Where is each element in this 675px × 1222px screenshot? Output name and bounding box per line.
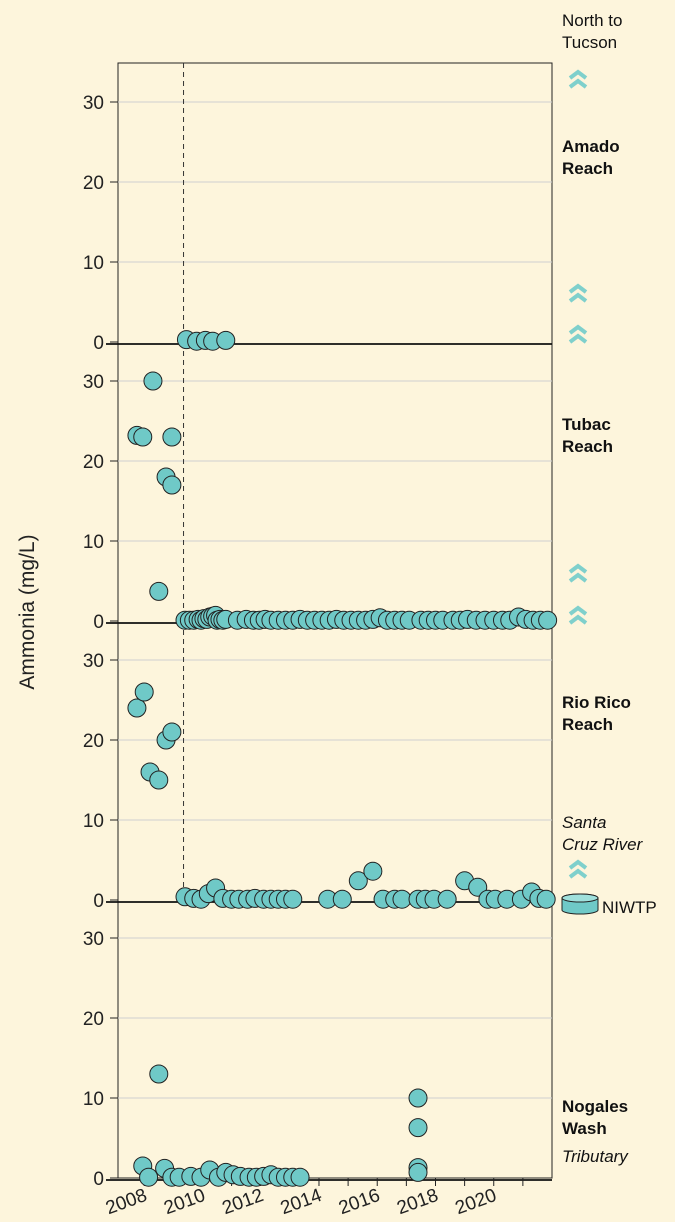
- data-point: [290, 1167, 310, 1187]
- x-tick-label: 2010: [161, 1185, 208, 1219]
- data-point: [283, 889, 303, 909]
- data-point: [408, 1162, 428, 1182]
- y-tick-label: 10: [83, 532, 104, 553]
- data-point: [162, 475, 182, 495]
- y-tick-label: 20: [83, 173, 104, 194]
- x-tick-label: 2012: [220, 1185, 267, 1219]
- y-tick-label: 10: [83, 253, 104, 274]
- niwtp-label: NIWTP: [602, 898, 657, 917]
- data-point: [216, 330, 236, 350]
- labels: 0 10 20 30 0 10 20 30 0 10 20 30 0 10 20 30 2008 2010 2012…: [16, 11, 657, 1219]
- x-tick-label: 2014: [278, 1185, 325, 1219]
- data-point: [149, 770, 169, 790]
- river-label: Santa Cruz River: [562, 813, 644, 854]
- data-point: [162, 722, 182, 742]
- y-tick-label: 30: [83, 372, 104, 393]
- y-tick-label: 0: [93, 891, 104, 912]
- data-point: [149, 1064, 169, 1084]
- y-tick-label: 0: [93, 333, 104, 354]
- y-tick-label: 30: [83, 651, 104, 672]
- flow-chevron-icon: [568, 563, 588, 583]
- data-point: [133, 427, 153, 447]
- reach-label-rio-rico: Rio Rico Reach: [562, 693, 631, 734]
- data-point: [348, 871, 368, 891]
- data-point: [332, 889, 352, 909]
- y-tick-label: 10: [83, 1089, 104, 1110]
- data-point: [536, 889, 556, 909]
- data-point: [437, 889, 457, 909]
- x-tick-label: 2020: [453, 1185, 500, 1219]
- tributary-label: Tributary: [562, 1147, 629, 1166]
- x-tick-label: 2018: [394, 1185, 441, 1219]
- reach-label-nogales: Nogales Wash: [562, 1097, 628, 1138]
- x-tick-label: 2016: [336, 1185, 383, 1219]
- reach-label-amado: Amado Reach: [562, 137, 620, 178]
- reach-label-tubac: Tubac Reach: [562, 415, 613, 456]
- y-tick-label: 20: [83, 1009, 104, 1030]
- data-point: [143, 371, 163, 391]
- flow-chevron-icon: [568, 859, 588, 879]
- data-point: [408, 1088, 428, 1108]
- north-label: North to Tucson: [562, 11, 622, 52]
- flow-chevron-icon: [568, 283, 588, 303]
- flow-chevron-icon: [568, 324, 588, 344]
- y-tick-label: 30: [83, 929, 104, 950]
- y-tick-label: 20: [83, 452, 104, 473]
- data-point: [149, 581, 169, 601]
- y-axis-label: Ammonia (mg/L): [16, 534, 39, 689]
- data-point: [408, 1118, 428, 1138]
- y-tick-label: 0: [93, 612, 104, 633]
- treatment-plant-icon: [561, 893, 599, 915]
- data-point: [127, 698, 147, 718]
- data-points: [127, 330, 558, 1187]
- x-tick-label: 2008: [103, 1185, 150, 1219]
- data-point: [134, 682, 154, 702]
- data-point: [139, 1167, 159, 1187]
- flow-chevron-icon: [568, 69, 588, 89]
- data-point: [392, 889, 412, 909]
- flow-chevron-icon: [568, 605, 588, 625]
- y-tick-label: 0: [93, 1169, 104, 1190]
- data-point: [363, 861, 383, 881]
- y-tick-label: 20: [83, 731, 104, 752]
- y-tick-label: 10: [83, 811, 104, 832]
- data-point: [538, 610, 558, 630]
- data-point: [162, 427, 182, 447]
- y-tick-label: 30: [83, 93, 104, 114]
